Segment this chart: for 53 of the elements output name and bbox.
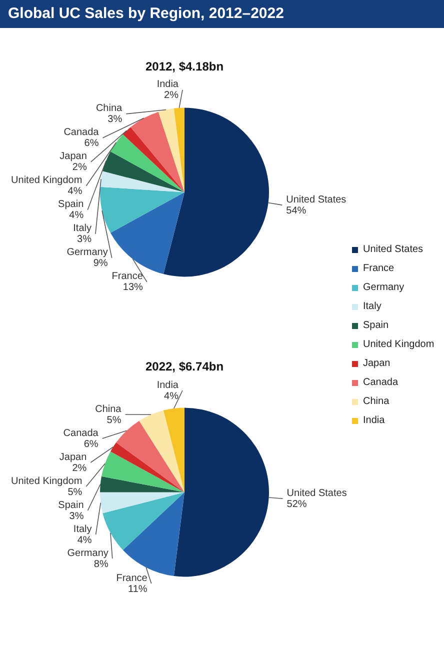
data-label: 9% <box>93 258 108 270</box>
legend-label: Japan <box>362 357 392 371</box>
data-label: 52% <box>286 498 307 510</box>
data-label: 2% <box>72 162 87 174</box>
legend-label: China <box>362 395 390 409</box>
slice-label: Germany <box>66 247 108 258</box>
slice-label: United Kingdom <box>11 175 82 186</box>
slice-label: Spain <box>58 199 84 210</box>
slice-label: China <box>95 404 122 415</box>
legend-label: United States <box>362 243 424 257</box>
slice-label: India <box>156 380 179 391</box>
slice-label: Germany <box>67 548 108 559</box>
legend-label: Spain <box>362 319 390 333</box>
data-label: 5% <box>106 414 122 426</box>
data-label: 3% <box>69 510 84 522</box>
data-label: 3% <box>108 114 122 126</box>
legend-label: Italy <box>362 300 382 314</box>
slice-label: Spain <box>58 500 84 511</box>
data-label: 6% <box>84 138 99 150</box>
slice-label: France <box>112 271 144 282</box>
slice-label: France <box>116 572 148 584</box>
data-label: 4% <box>69 210 84 222</box>
data-label: 2% <box>72 462 87 474</box>
data-label: 3% <box>77 234 92 246</box>
data-label: 5% <box>68 486 82 498</box>
data-label: 4% <box>164 390 179 402</box>
slice-label: India <box>156 79 179 90</box>
slice-label: United Kingdom <box>11 476 82 487</box>
chart-title: Global UC Sales by Region, 2012–2022 <box>0 0 444 28</box>
slice-label: Japan <box>59 452 87 463</box>
data-label: 2% <box>164 90 179 102</box>
slice-label: Italy <box>73 524 92 535</box>
chart-subtitle: 2022, $6.74bn <box>145 360 224 374</box>
slice-label: Canada <box>64 127 100 138</box>
data-label: 4% <box>77 534 92 546</box>
data-label: 6% <box>84 438 98 450</box>
slice-label: Japan <box>60 151 87 162</box>
legend-label: Germany <box>362 281 406 295</box>
legend-label: France <box>362 262 396 276</box>
slice-label: Italy <box>73 223 92 234</box>
data-label: 11% <box>128 584 148 595</box>
data-label: 54% <box>286 205 306 216</box>
slice-label: China <box>96 103 123 114</box>
slice-label: Canada <box>63 428 99 439</box>
data-label: 4% <box>68 186 82 198</box>
slice-label: United States <box>286 194 346 206</box>
chart-subtitle: 2012, $4.18bn <box>145 60 224 74</box>
data-label: 13% <box>122 282 144 294</box>
legend-label: India <box>362 414 386 428</box>
data-label: 8% <box>94 558 108 570</box>
legend-label: United Kingdom <box>362 338 434 352</box>
slice-label: United States <box>286 488 347 499</box>
legend-label: Canada <box>362 376 400 390</box>
